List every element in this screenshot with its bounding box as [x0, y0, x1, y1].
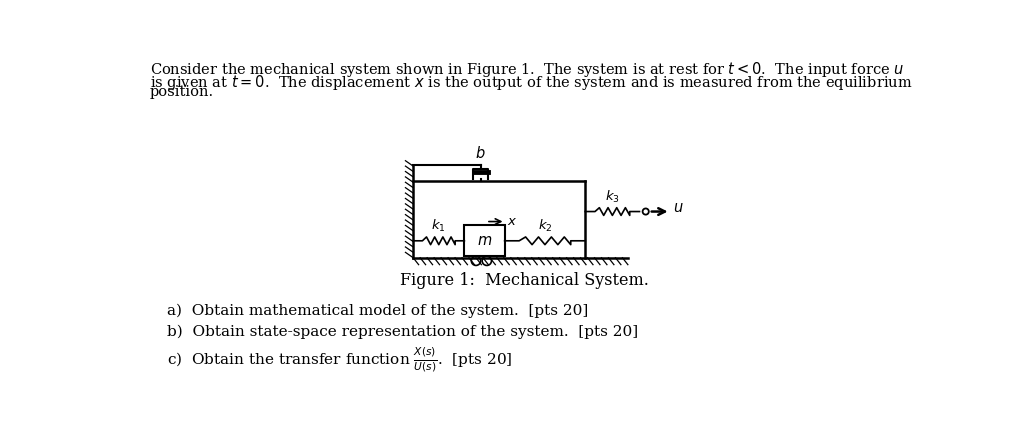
- Text: a)  Obtain mathematical model of the system.  [pts 20]: a) Obtain mathematical model of the syst…: [167, 304, 588, 318]
- Text: Consider the mechanical system shown in Figure 1.  The system is at rest for $t : Consider the mechanical system shown in …: [150, 60, 904, 79]
- Text: Figure 1:  Mechanical System.: Figure 1: Mechanical System.: [400, 273, 649, 289]
- Text: $b$: $b$: [475, 145, 486, 161]
- Text: $u$: $u$: [673, 202, 683, 216]
- Text: c)  Obtain the transfer function $\frac{X(s)}{U(s)}$.  [pts 20]: c) Obtain the transfer function $\frac{X…: [167, 345, 512, 374]
- Text: $k_1$: $k_1$: [431, 218, 446, 234]
- Text: is given at $t = 0$.  The displacement $x$ is the output of the system and is me: is given at $t = 0$. The displacement $x…: [150, 73, 912, 92]
- Text: $x$: $x$: [507, 215, 517, 228]
- Text: $m$: $m$: [477, 234, 493, 248]
- Text: $k_3$: $k_3$: [605, 188, 620, 205]
- Bar: [464, 225, 505, 256]
- Text: b)  Obtain state-space representation of the system.  [pts 20]: b) Obtain state-space representation of …: [167, 325, 638, 339]
- Text: position.: position.: [150, 85, 214, 99]
- Text: $k_2$: $k_2$: [538, 218, 552, 234]
